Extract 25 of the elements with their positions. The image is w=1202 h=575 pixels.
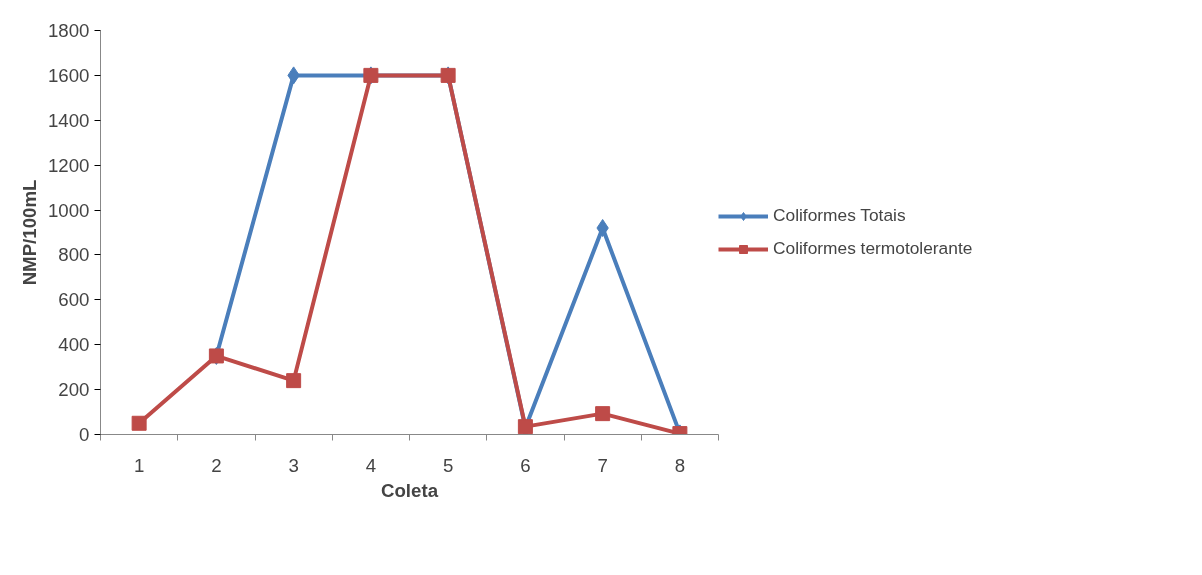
y-axis-title: NMP/100mL xyxy=(19,179,40,286)
x-tick-label: 7 xyxy=(597,454,608,476)
x-axis-title: Coleta xyxy=(380,479,439,501)
y-tick-label: 1400 xyxy=(48,109,90,131)
point xyxy=(131,415,147,431)
point xyxy=(595,406,611,422)
y-tick-label: 1800 xyxy=(48,20,90,41)
x-tick-label: 8 xyxy=(674,454,686,476)
point xyxy=(286,373,302,389)
y-tick-label: 200 xyxy=(58,379,90,401)
y-tick-label: 1200 xyxy=(48,154,90,176)
x-tick-label: 4 xyxy=(365,454,377,476)
x-tick-label: 3 xyxy=(288,454,299,476)
y-tick-label: 400 xyxy=(58,334,90,356)
y-tick-label: 1600 xyxy=(48,64,90,86)
x-tick-label: 5 xyxy=(442,454,454,476)
x-tick-label: 6 xyxy=(520,454,531,476)
legend-label: Coliformes Totais xyxy=(773,205,906,226)
legend-label: Coliformes termotolerante xyxy=(773,238,973,259)
x-tick-label: 2 xyxy=(211,454,222,476)
y-tick-label: 800 xyxy=(58,244,90,266)
x-tick-label: 1 xyxy=(133,454,145,476)
y-tick-label: 0 xyxy=(79,424,90,445)
y-tick-label: 1000 xyxy=(48,199,90,221)
y-tick-label: 600 xyxy=(58,289,90,311)
